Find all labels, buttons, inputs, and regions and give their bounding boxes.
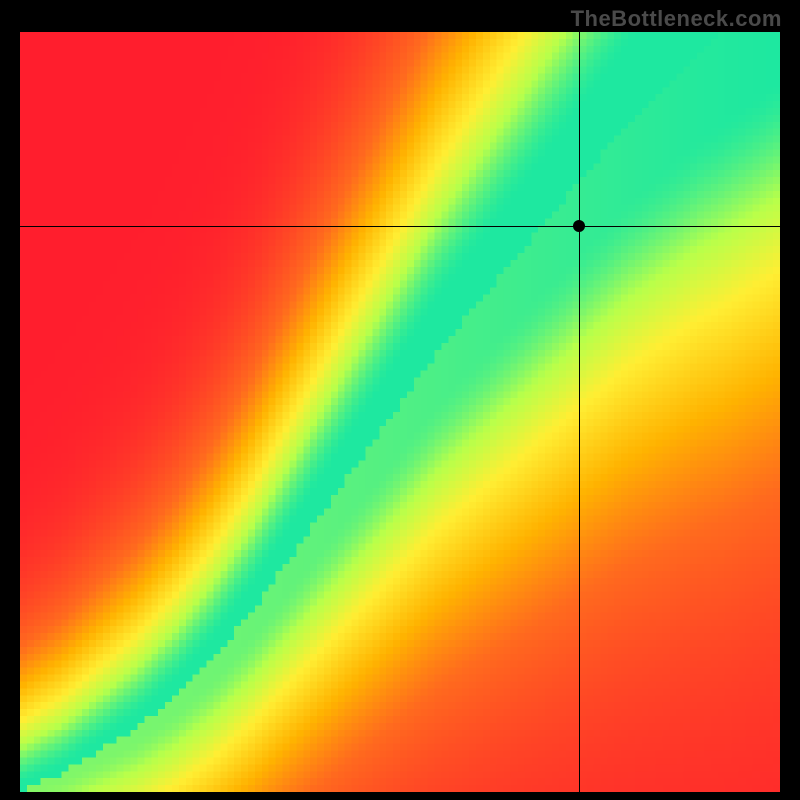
crosshair-vertical bbox=[579, 32, 581, 792]
bottleneck-heatmap bbox=[20, 32, 780, 792]
selection-marker bbox=[573, 220, 585, 232]
crosshair-horizontal bbox=[20, 226, 780, 228]
watermark-text: TheBottleneck.com bbox=[571, 6, 782, 32]
plot-area bbox=[20, 32, 780, 792]
